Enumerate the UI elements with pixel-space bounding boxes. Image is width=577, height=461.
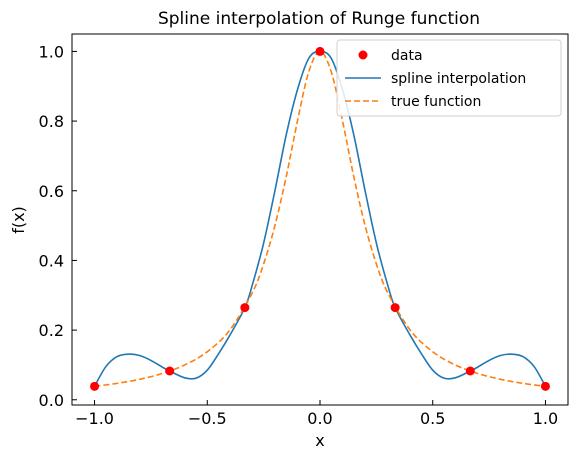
legend-label: true function [391, 94, 481, 110]
data-markers [90, 46, 550, 391]
chart-title: Spline interpolation of Runge function [158, 9, 480, 29]
y-tick-label: 0.8 [39, 112, 64, 131]
y-axis-ticks: 0.0 0.2 0.4 0.6 0.8 1.0 [39, 42, 77, 410]
data-point [540, 381, 550, 391]
legend: data spline interpolation true function [336, 39, 562, 117]
x-tick-label: 1.0 [533, 409, 558, 428]
legend-label: spline interpolation [391, 71, 526, 87]
data-point [165, 366, 175, 376]
data-point [390, 303, 400, 313]
y-tick-label: 0.6 [39, 182, 64, 201]
y-tick-label: 0.0 [39, 391, 64, 410]
x-tick-label: −0.5 [188, 409, 227, 428]
y-tick-label: 0.4 [39, 251, 64, 270]
data-point [465, 366, 475, 376]
data-point [90, 381, 100, 391]
x-tick-label: 0.0 [307, 409, 332, 428]
x-axis-ticks: −1.0 −0.5 0.0 0.5 1.0 [75, 400, 558, 428]
legend-box [336, 39, 562, 117]
data-point [240, 303, 250, 313]
legend-label: data [391, 48, 423, 64]
x-tick-label: −1.0 [75, 409, 114, 428]
y-tick-label: 0.2 [39, 321, 64, 340]
data-point [315, 46, 325, 56]
y-tick-label: 1.0 [39, 42, 64, 61]
y-axis-label: f(x) [9, 206, 28, 234]
legend-swatch-data [358, 50, 368, 60]
x-tick-label: 0.5 [420, 409, 445, 428]
x-axis-label: x [315, 431, 324, 450]
